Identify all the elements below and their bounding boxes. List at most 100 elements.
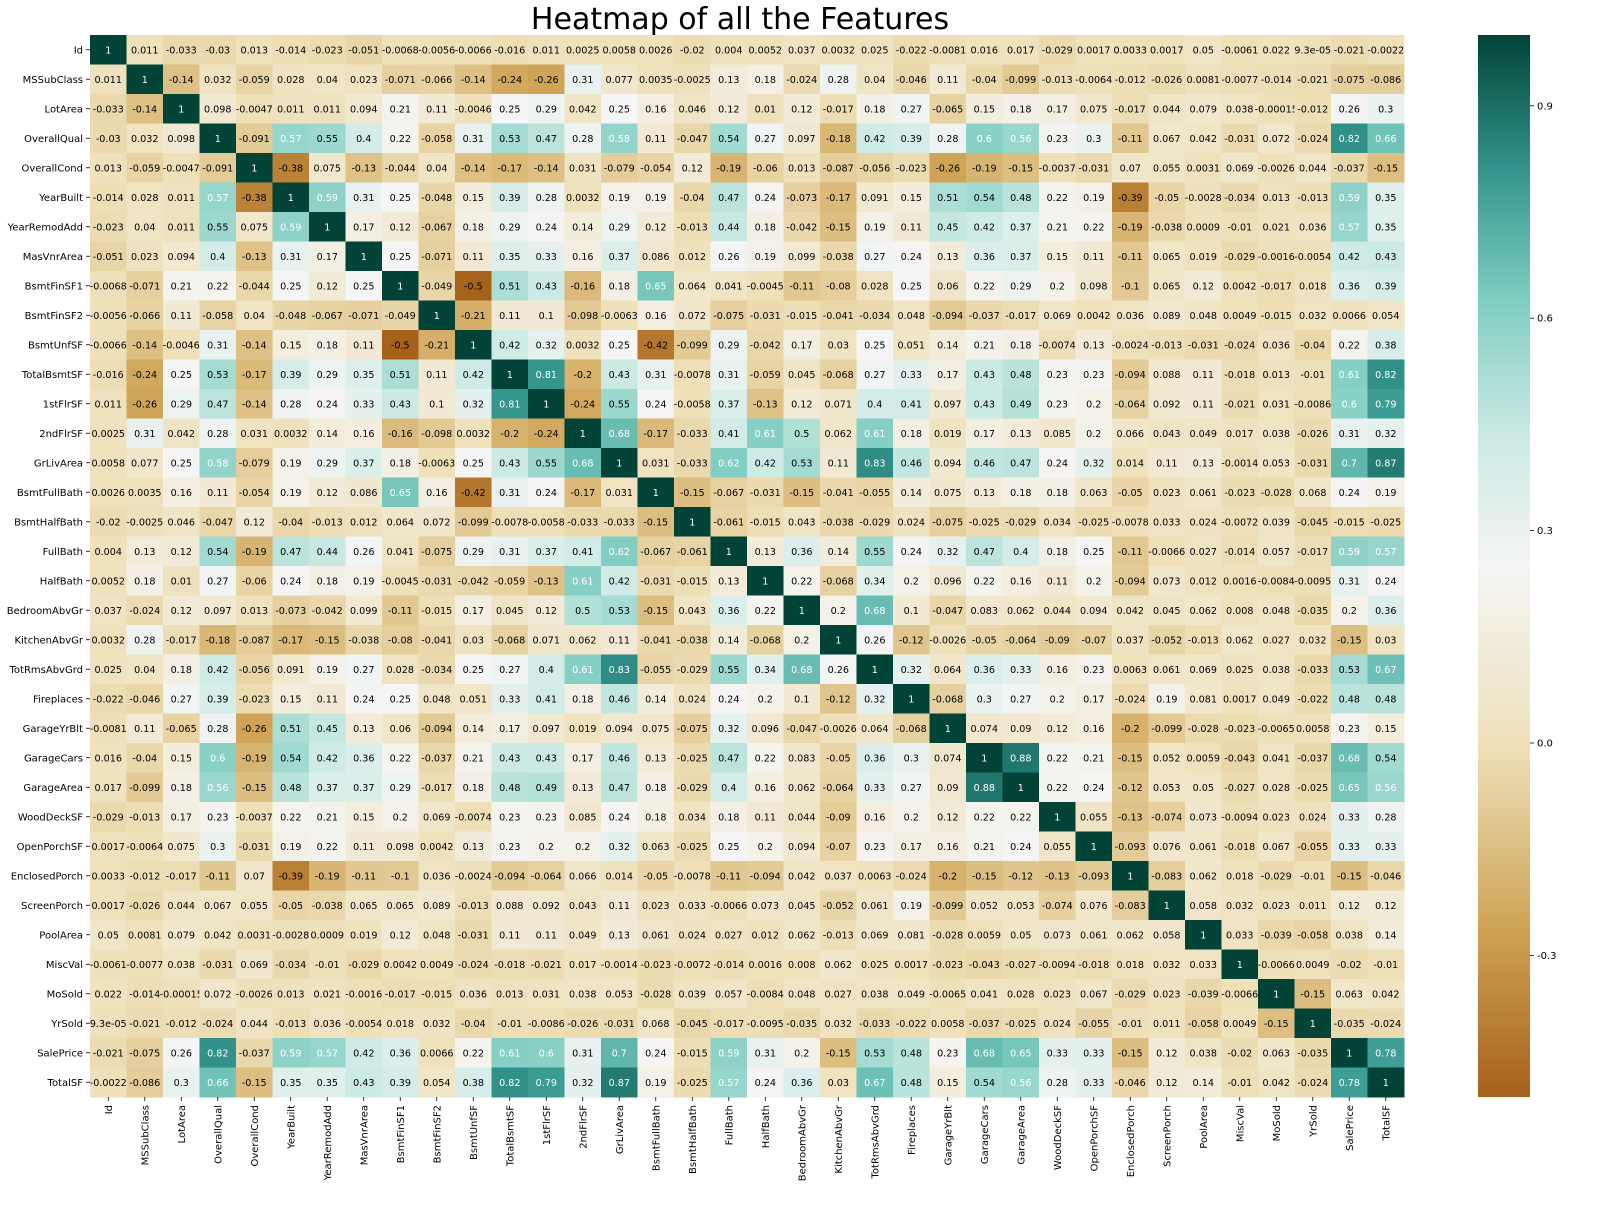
heatmap-cell [710, 153, 748, 183]
heatmap-cell [1331, 241, 1368, 272]
cell-value-label: 0.073 [1153, 576, 1180, 587]
heatmap-cell [1002, 153, 1040, 183]
cell-value-label: 0.24 [317, 399, 338, 410]
cell-value-label: 1 [1091, 842, 1097, 853]
heatmap-cell [710, 182, 748, 213]
cell-value-label: -0.068 [823, 576, 854, 587]
cell-value-label: 0.13 [755, 547, 776, 558]
heatmap-cell [564, 123, 602, 154]
cell-value-label: -0.15 [242, 783, 267, 794]
heatmap-cell [1148, 300, 1186, 331]
cell-value-label: 0.25 [390, 694, 411, 705]
heatmap-cell [710, 330, 748, 360]
cell-value-label: 0.36 [353, 753, 374, 764]
cell-value-label: 0.066 [569, 871, 596, 882]
heatmap-cell [1221, 300, 1259, 331]
cell-value-label: 0.18 [864, 104, 885, 115]
cell-value-label: 0.065 [1153, 252, 1180, 263]
heatmap-cell [1039, 300, 1076, 331]
cell-value-label: 0.15 [1047, 252, 1068, 263]
heatmap-cell [783, 35, 821, 65]
heatmap-cell [382, 182, 419, 213]
cell-value-label: 0.11 [171, 311, 192, 322]
cell-value-label: 0.22 [1083, 222, 1104, 233]
heatmap-cell [1039, 35, 1076, 65]
cell-value-label: 0.36 [1375, 606, 1396, 617]
cell-value-label: 0.81 [536, 370, 557, 381]
cell-value-label: 0.24 [1339, 488, 1360, 499]
heatmap-cell [674, 300, 711, 331]
cell-value-label: 0.018 [1117, 960, 1144, 971]
heatmap-cell [747, 212, 784, 242]
cell-value-label: -0.024 [1297, 1078, 1328, 1089]
cell-value-label: -0.075 [1334, 75, 1365, 86]
heatmap-cell [856, 241, 894, 272]
heatmap-cell [418, 212, 456, 242]
heatmap-cell [309, 182, 346, 213]
heatmap-cell [1294, 300, 1332, 331]
cell-value-label: 0.36 [974, 665, 995, 676]
cell-value-label: 0.043 [569, 901, 596, 912]
cell-value-label: 0.027 [1190, 547, 1217, 558]
cell-value-label: 0.051 [898, 340, 925, 351]
cell-value-label: -0.066 [421, 75, 452, 86]
x-tick-label: FullBath [724, 1105, 735, 1145]
cell-value-label: 0.15 [353, 812, 374, 823]
cell-value-label: -0.074 [1042, 901, 1073, 912]
cell-value-label: -0.19 [716, 163, 741, 174]
x-tick-label: BsmtFinSF1 [396, 1105, 407, 1163]
cell-value-label: -0.0068 [382, 45, 419, 56]
cell-value-label: 1 [1310, 1019, 1316, 1030]
cell-value-label: 0.05 [1193, 783, 1214, 794]
heatmap-cell [747, 241, 784, 272]
cell-value-label: 0.28 [134, 635, 155, 646]
heatmap-cell [382, 300, 419, 331]
cell-value-label: -0.067 [312, 311, 343, 322]
cell-value-label: 0.032 [204, 75, 231, 86]
heatmap-cell [528, 330, 565, 360]
cell-value-label: -0.023 [1224, 488, 1255, 499]
cell-value-label: 0.19 [1156, 694, 1177, 705]
cell-value-label: 0.42 [207, 665, 228, 676]
cell-value-label: 0.068 [642, 1019, 669, 1030]
cell-value-label: 0.16 [572, 252, 593, 263]
heatmap-cell [1148, 94, 1186, 124]
heatmap-cell [528, 123, 565, 154]
cell-value-label: 0.028 [861, 281, 888, 292]
cell-value-label: 9.3e-05 [90, 1019, 127, 1030]
cell-value-label: 0.22 [974, 281, 995, 292]
cell-value-label: -0.15 [826, 222, 851, 233]
cell-value-label: 0.077 [131, 458, 158, 469]
cell-value-label: 0.12 [390, 930, 411, 941]
heatmap-cell [1331, 123, 1368, 154]
cell-value-label: -0.029 [1115, 989, 1146, 1000]
cell-value-label: 0.25 [609, 104, 630, 115]
y-tick-label: BsmtUnfSF [28, 340, 83, 351]
cell-value-label: -0.027 [1224, 783, 1255, 794]
cell-value-label: 0.3 [1086, 134, 1101, 145]
heatmap-cell [1294, 330, 1332, 360]
heatmap-cell [1112, 123, 1149, 154]
heatmap-cell [1258, 241, 1295, 272]
cell-value-label: 0.31 [1339, 576, 1360, 587]
cell-value-label: -0.0056 [90, 311, 127, 322]
heatmap-cell [1039, 241, 1076, 272]
cell-value-label: 0.11 [426, 370, 447, 381]
heatmap-cell [637, 330, 675, 360]
cell-value-label: -0.15 [1337, 871, 1362, 882]
cell-value-label: 0.13 [718, 576, 739, 587]
cell-value-label: -0.021 [1334, 45, 1365, 56]
cell-value-label: 0.067 [1153, 134, 1180, 145]
y-tick-label: MSSubClass [23, 75, 83, 86]
cell-value-label: -0.05 [643, 871, 668, 882]
cell-value-label: -0.016 [494, 45, 525, 56]
cell-value-label: -0.17 [497, 163, 522, 174]
cell-value-label: 0.29 [317, 370, 338, 381]
cell-value-label: 0.055 [1080, 812, 1107, 823]
cell-value-label: -0.05 [972, 635, 997, 646]
cell-value-label: 1 [434, 311, 440, 322]
cell-value-label: 0.16 [755, 783, 776, 794]
heatmap-cell [637, 359, 675, 390]
cell-value-label: 0.19 [864, 222, 885, 233]
heatmap-cell [199, 94, 237, 124]
